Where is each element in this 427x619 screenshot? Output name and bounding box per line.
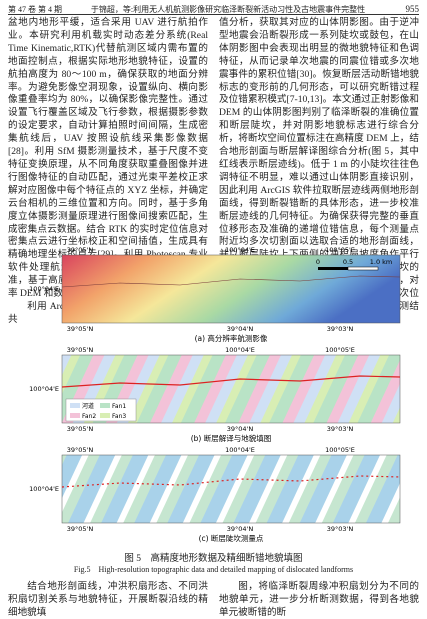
- fault-trace: [61, 375, 401, 388]
- legend-label: 河道: [82, 402, 94, 410]
- coord-label: 39°04'N: [227, 425, 254, 433]
- coord-label: 100°04'E: [29, 285, 59, 293]
- coord-label: 100°04'E: [225, 346, 255, 354]
- scale-label: 1.0 km: [370, 258, 393, 266]
- coord-label: 100°04'E: [225, 246, 255, 254]
- coord-label: 39°03'N: [327, 525, 354, 533]
- measure-panel: [61, 454, 401, 524]
- scale-label: 0.5: [343, 258, 353, 266]
- coord-label: 39°03'N: [327, 425, 354, 433]
- caption-en: Fig.5 High-resolution topographic data a…: [73, 565, 354, 574]
- fault-trace: [61, 275, 401, 288]
- figure: 39°05'N 100°04'E 100°05'E 100°04'E 39°05'N 39…: [29, 246, 401, 543]
- legend-label: Fan1: [112, 403, 126, 410]
- coord-label: 39°03'N: [327, 325, 354, 333]
- coord-label: 39°05'N: [67, 246, 94, 254]
- coord-label: 100°04'E: [225, 446, 255, 454]
- page-number: 955: [405, 4, 420, 14]
- running-title: 于锦超，等:利用无人机航测影像研究临泽断裂新活动习性及古地震事件完整性: [90, 5, 366, 14]
- bottom-left-text: 结合地形剖面线，冲洪积扇形态、不同洪积扇切割关系与地貌特征，开展断裂沿线的精细地…: [8, 581, 208, 618]
- scale-label: 0: [316, 258, 320, 266]
- coord-label: 100°05'E: [325, 246, 355, 254]
- left-column: 盆地内地形平缓，适合采用 UAV 进行航拍作业。本研究利用机载实时动态差分系统(…: [8, 17, 208, 327]
- bottom-right-text: 图，将临泽断裂周缘冲积扇划分为不同的地貌单元，进一步分析断测数据，得到各地貌单元…: [219, 581, 419, 618]
- scale-bar: [318, 266, 379, 271]
- legend-swatch: [100, 403, 110, 408]
- legend-label: Fan2: [82, 413, 96, 420]
- coord-label: 39°04'N: [227, 325, 254, 333]
- coord-label: 39°05'N: [67, 346, 94, 354]
- panel-label: (c) 断层陡坎测量点: [199, 533, 264, 543]
- coord-label: 100°04'E: [29, 385, 59, 393]
- legend-swatch: [70, 403, 80, 408]
- coord-label: 100°05'E: [325, 346, 355, 354]
- paragraph: 盆地内地形平缓，适合采用 UAV 进行航拍作业。本研究利用机载实时动态差分系统(…: [8, 17, 208, 300]
- coord-label: 100°04'E: [29, 485, 59, 493]
- coord-label: 39°05'N: [67, 525, 94, 533]
- legend-box: [65, 398, 137, 422]
- panel-label: (b) 断层解译与地貌填图: [191, 433, 272, 443]
- coord-label: 39°05'N: [67, 425, 94, 433]
- header-rule: [8, 14, 419, 15]
- caption-cn: 图 5 高精度地形数据及精细断错地貌填图: [124, 554, 303, 564]
- coord-label: 39°04'N: [227, 525, 254, 533]
- coord-label: 100°05'E: [325, 446, 355, 454]
- dem-panel: [61, 254, 401, 324]
- coord-label: 39°05'N: [67, 325, 94, 333]
- legend-label: Fan3: [112, 413, 126, 420]
- panel-label: (a) 高分辨率航测影像: [195, 333, 268, 343]
- volume: 第 47 卷 第 4 期: [8, 5, 62, 14]
- legend-swatch: [100, 413, 110, 418]
- coord-label: 39°05'N: [67, 446, 94, 454]
- legend-swatch: [70, 413, 80, 418]
